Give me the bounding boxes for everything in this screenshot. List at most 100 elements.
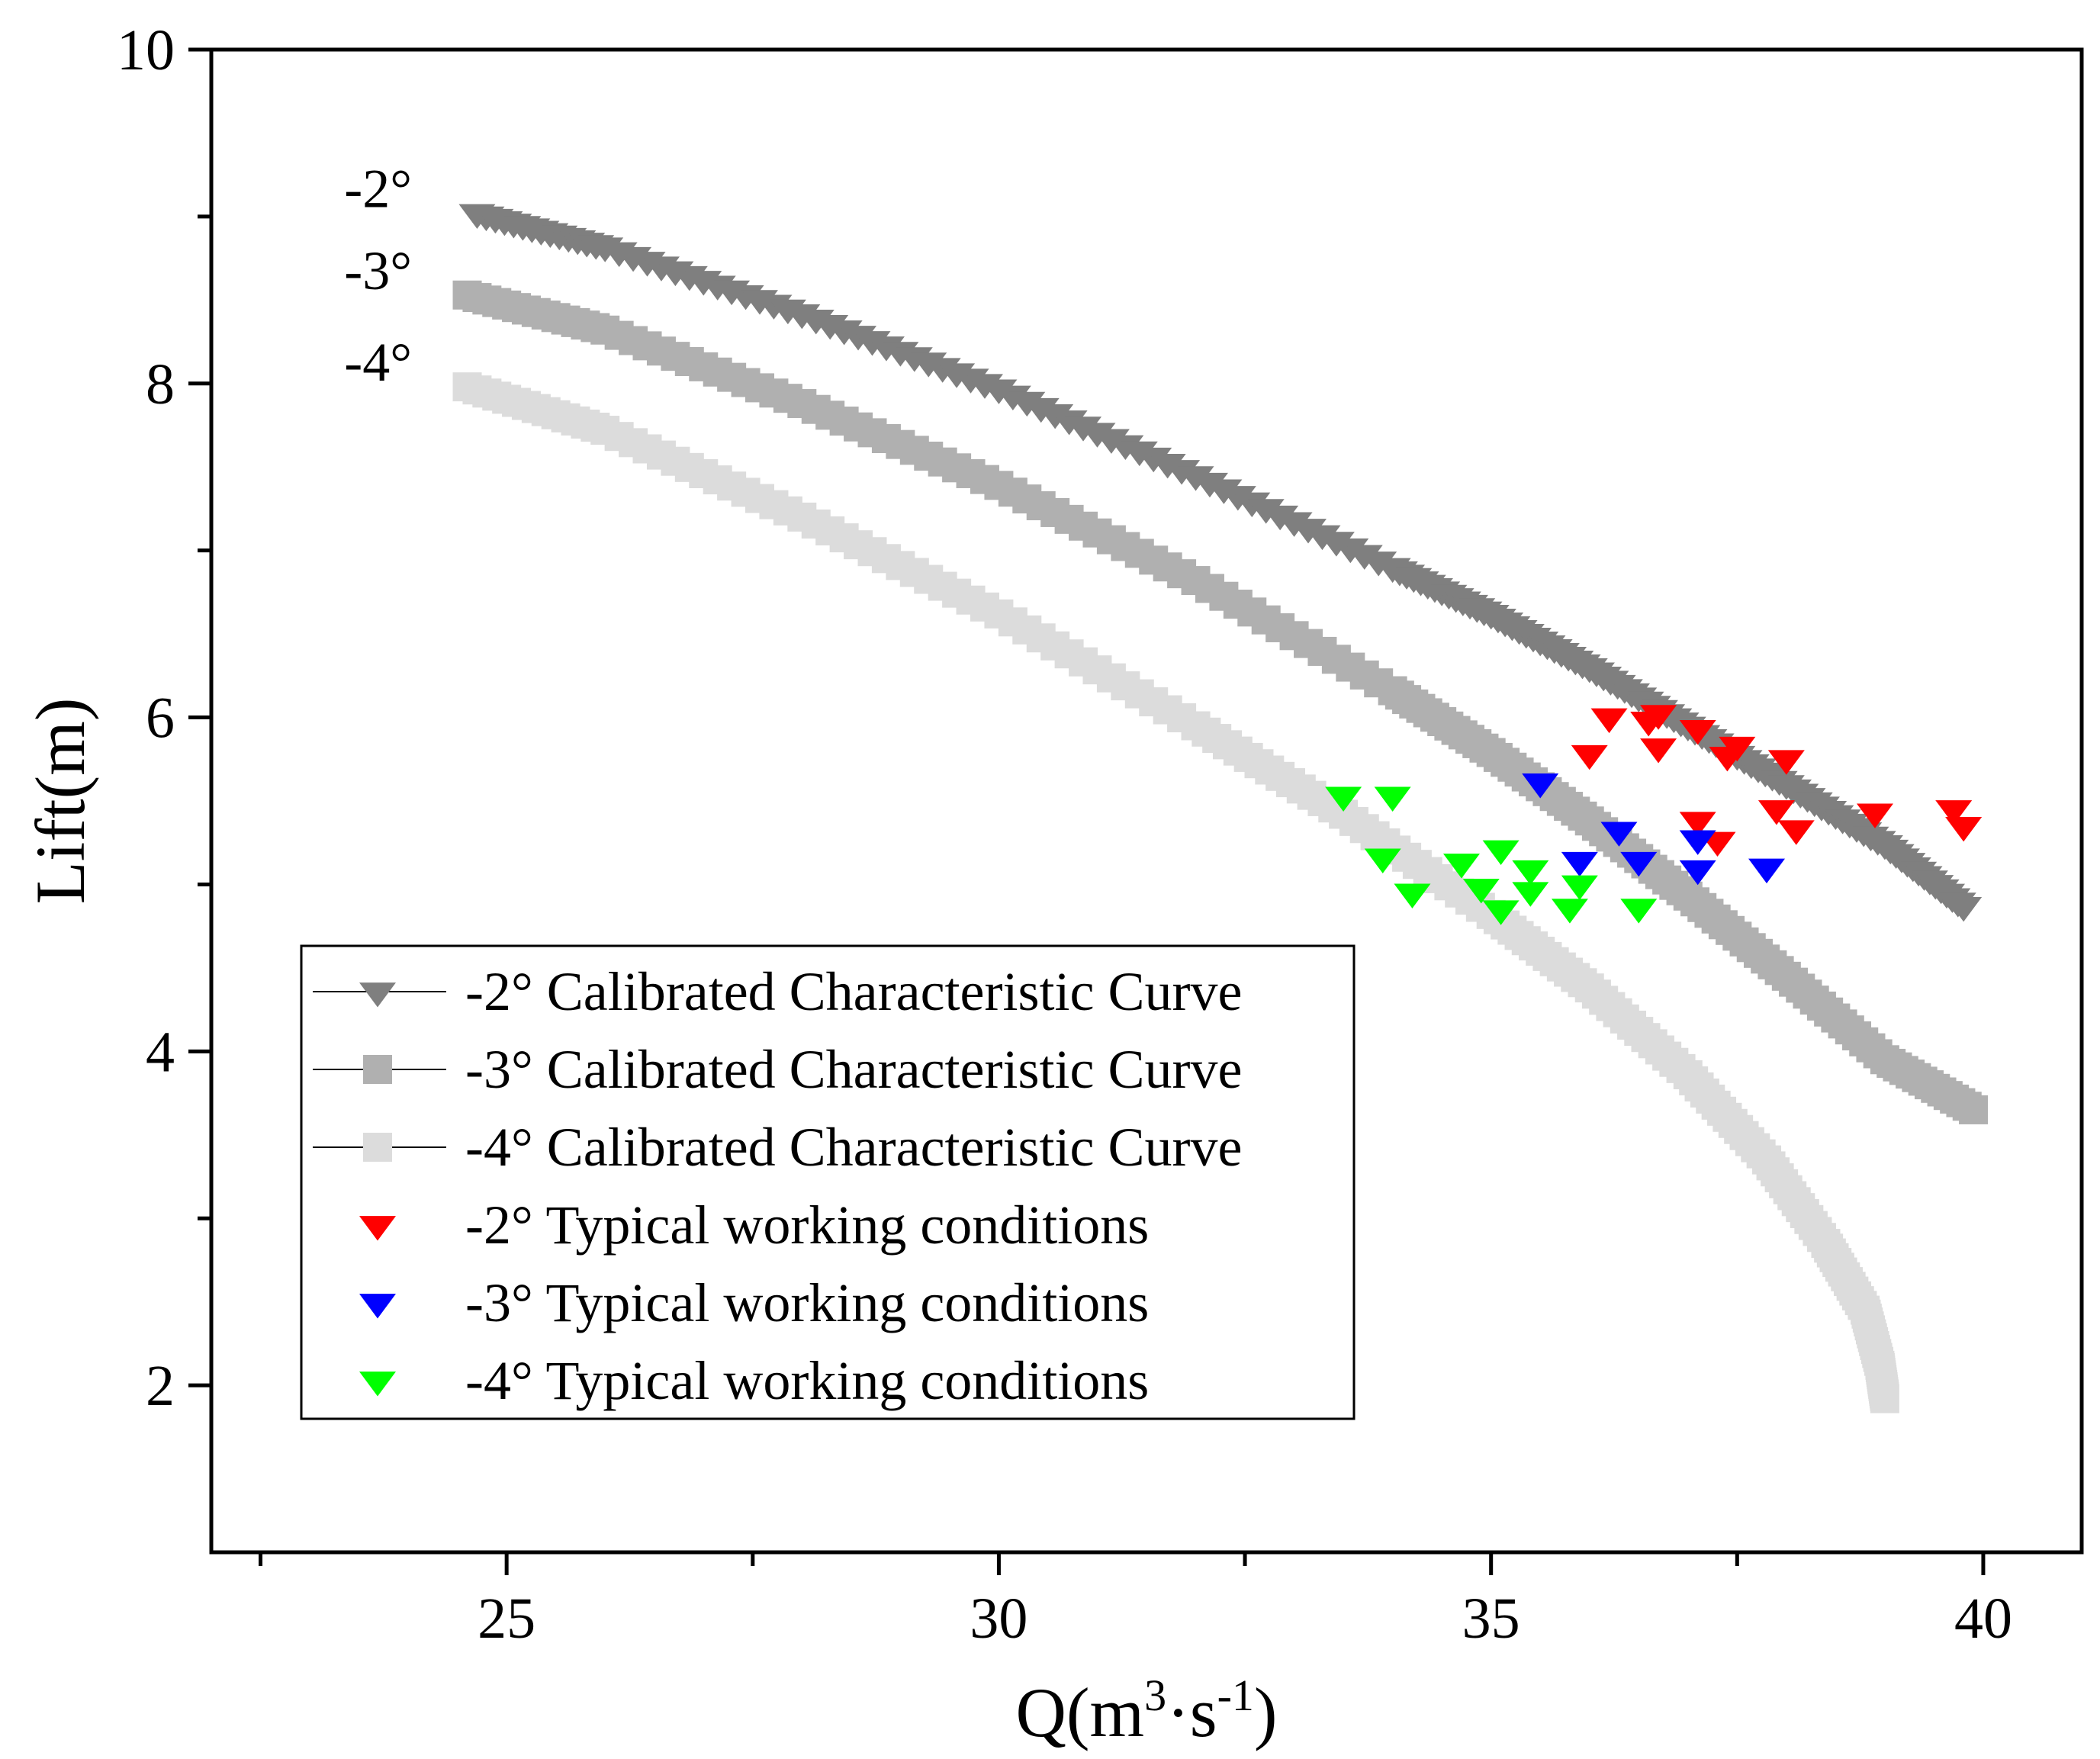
data-point	[1522, 773, 1559, 799]
curve-marker	[1275, 512, 1313, 537]
legend-item: -2° Typical working conditions	[359, 1195, 1149, 1256]
points-series-0	[1571, 705, 1983, 857]
data-point	[1767, 750, 1805, 775]
data-point	[1679, 812, 1716, 837]
legend-item: -4° Typical working conditions	[359, 1350, 1149, 1411]
data-point	[1551, 899, 1588, 924]
data-point	[1512, 882, 1549, 907]
curve-marker	[1050, 410, 1088, 436]
y-tick-label: 8	[146, 352, 175, 416]
curve-marker	[1191, 472, 1228, 498]
legend-label: -4° Calibrated Characteristic Curve	[465, 1117, 1242, 1178]
x-tick-label: 40	[1954, 1587, 2012, 1651]
curve-marker	[994, 385, 1031, 410]
curve-label-minus-3: -3°	[344, 240, 412, 301]
data-point	[1600, 822, 1638, 847]
x-axis-title-base: Q(m	[1015, 1674, 1144, 1751]
curve-marker	[1262, 505, 1299, 531]
data-point	[1561, 851, 1598, 877]
curve-marker	[1290, 519, 1327, 544]
legend-label: -2° Typical working conditions	[465, 1195, 1149, 1256]
data-point	[1640, 705, 1677, 730]
curve-marker	[1079, 423, 1116, 448]
legend: -2° Calibrated Characteristic Curve -3° C…	[300, 944, 1356, 1420]
data-point	[1482, 900, 1520, 925]
curve-marker	[1149, 454, 1186, 479]
curve-marker	[1065, 416, 1102, 442]
curve-marker	[980, 379, 1018, 404]
plot-frame	[209, 47, 2084, 1555]
data-point	[1620, 851, 1658, 877]
data-point	[1640, 738, 1677, 764]
x-axis-title-mid: ·s	[1166, 1674, 1217, 1751]
data-point	[1442, 854, 1480, 879]
curve-marker	[1346, 545, 1383, 570]
data-point	[1364, 848, 1401, 873]
curve-label-minus-4: -4°	[344, 332, 412, 393]
x-axis-title-sup-2: -1	[1217, 1671, 1254, 1720]
data-point	[1856, 803, 1893, 828]
legend-marker	[359, 1216, 396, 1241]
legend-marker	[359, 1294, 396, 1319]
axes: 25 30 35 40 2 4 6 8 10	[117, 18, 2084, 1651]
x-axis-title: Q(m3·s-1)	[1015, 1671, 1277, 1751]
data-point	[1777, 820, 1815, 845]
data-point	[1945, 816, 1983, 842]
y-tick-label: 6	[146, 687, 175, 751]
data-point	[1590, 708, 1628, 734]
curve-marker	[1233, 492, 1271, 518]
x-axis-title-sup-1: 3	[1144, 1671, 1166, 1720]
data-point	[1620, 899, 1658, 924]
x-axis-title-end: )	[1254, 1674, 1278, 1751]
curve-marker	[1163, 460, 1201, 485]
legend-marker	[363, 1055, 392, 1084]
data-point	[1462, 878, 1500, 904]
points-series-1	[1522, 773, 1786, 886]
data-point	[1512, 860, 1549, 886]
legend-item: -4° Calibrated Characteristic Curve	[313, 1117, 1242, 1178]
legend-item: -3° Calibrated Characteristic Curve	[313, 1039, 1242, 1100]
data-point	[1758, 800, 1795, 825]
curve-marker	[1008, 391, 1046, 417]
x-tick-label: 30	[970, 1587, 1027, 1651]
legend-marker	[359, 1372, 396, 1397]
points-series-2	[1325, 786, 1658, 925]
curve-series-1	[452, 280, 1989, 1124]
y-tick-label: 2	[146, 1354, 175, 1418]
curve-marker	[1304, 525, 1341, 551]
data-point	[1325, 786, 1362, 812]
curve-marker	[1121, 441, 1158, 467]
x-tick-label: 35	[1462, 1587, 1520, 1651]
legend-marker	[359, 982, 396, 1008]
curve-marker	[1107, 435, 1144, 461]
curve-label-minus-2: -2°	[344, 159, 412, 220]
legend-item: -3° Typical working conditions	[359, 1272, 1149, 1333]
data-point	[1935, 800, 1973, 825]
legend-label: -4° Typical working conditions	[465, 1350, 1149, 1411]
curve-marker	[1247, 499, 1285, 524]
data-point	[1561, 875, 1598, 900]
legend-marker	[363, 1133, 392, 1162]
data-point	[1719, 736, 1756, 762]
y-axis-title: Lift(m)	[21, 698, 99, 905]
data-point	[1482, 840, 1520, 865]
curve-marker	[1092, 429, 1130, 454]
calibrated-curves	[452, 204, 1989, 1413]
x-tick-label: 25	[478, 1587, 535, 1651]
legend-item: -2° Calibrated Characteristic Curve	[313, 961, 1242, 1022]
data-point	[1748, 858, 1786, 884]
curve-marker	[1177, 466, 1214, 491]
curve-marker	[1037, 404, 1074, 429]
y-tick-label: 4	[146, 1020, 175, 1084]
curve-marker	[1959, 1095, 1989, 1124]
curve-marker	[1135, 447, 1172, 473]
curve-marker	[1022, 397, 1060, 423]
legend-label: -3° Calibrated Characteristic Curve	[465, 1039, 1242, 1100]
legend-label: -2° Calibrated Characteristic Curve	[465, 961, 1242, 1022]
typical-working-points	[1325, 705, 1983, 925]
data-point	[1374, 786, 1411, 812]
data-point	[1394, 883, 1431, 908]
curve-marker	[1205, 479, 1243, 504]
